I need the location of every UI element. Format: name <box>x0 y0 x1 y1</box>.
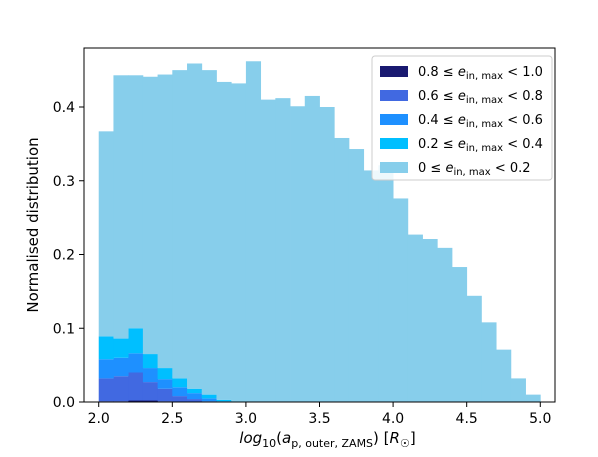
bar-s4-b0 <box>98 131 114 337</box>
bar-s1-b5 <box>172 396 188 402</box>
x-axis-title-sun: ☉ <box>400 437 410 450</box>
bar-s3-b7 <box>201 394 217 399</box>
legend-swatch-3 <box>380 138 408 149</box>
series-3 <box>98 328 247 402</box>
bar-s4-b1 <box>113 75 129 339</box>
bar-s3-b6 <box>187 388 203 394</box>
bar-s4-b28 <box>510 378 526 402</box>
bar-s4-b25 <box>466 295 482 402</box>
bar-s4-b22 <box>422 239 438 402</box>
legend-swatch-2 <box>380 114 408 125</box>
bar-s3-b8 <box>216 399 232 402</box>
bar-s4-b19 <box>378 165 394 402</box>
legend-box <box>371 55 553 181</box>
bar-s3-b4 <box>157 368 173 380</box>
bar-s4-b10 <box>245 61 262 403</box>
legend-items: 0.8 ≤ ein, max < 1.0 0.6 ≤ ein, max < 0.8… <box>380 65 543 178</box>
bar-s4-b3 <box>142 76 158 355</box>
bar-s4-b26 <box>481 322 497 402</box>
bar-s3-b3 <box>142 354 158 369</box>
bar-s2-b7 <box>201 398 217 402</box>
legend-swatch-0 <box>380 66 408 77</box>
bar-s4-b13 <box>290 106 306 402</box>
y-tick-label-1: 0.1 <box>53 321 75 337</box>
x-axis-title-open: ( <box>276 429 282 447</box>
bar-s2-b3 <box>142 368 158 383</box>
y-tick-label-2: 0.2 <box>53 248 75 264</box>
x-tick-label-6: 5.0 <box>529 411 551 427</box>
bar-s0-b3 <box>142 400 158 402</box>
bar-s1-b3 <box>142 382 158 401</box>
x-axis-title-sub: p, outer, ZAMS <box>291 437 373 450</box>
x-tick-label-1: 2.5 <box>161 411 183 427</box>
ticks-layer: 2.0 2.5 3.0 3.5 4.0 4.5 5.0 0.0 0.1 0.2 0.3 0.4 <box>53 100 552 427</box>
bar-s4-b29 <box>525 394 541 403</box>
bar-s2-b2 <box>128 353 144 373</box>
bar-s4-b6 <box>187 63 203 389</box>
x-axis-title-log: log <box>239 429 262 447</box>
bar-s4-b11 <box>260 99 276 403</box>
x-tick-label-2: 3.0 <box>235 411 257 427</box>
legend-label-1: 0.6 ≤ ein, max < 0.8 <box>418 89 543 106</box>
x-tick-label-3: 3.5 <box>308 411 330 427</box>
bar-s1-b2 <box>128 372 144 401</box>
x-tick-label-4: 4.0 <box>382 411 404 427</box>
x-axis-title-unit: R <box>390 429 400 447</box>
bar-s4-b21 <box>407 234 423 402</box>
bar-s4-b12 <box>275 98 291 403</box>
x-tick-label-5: 4.5 <box>456 411 478 427</box>
bar-s1-b1 <box>113 376 129 402</box>
y-axis-title: Normalised distribution <box>24 137 42 312</box>
bar-s4-b7 <box>201 70 217 395</box>
bar-s2-b0 <box>98 359 114 379</box>
legend-label-4: 0 ≤ ein, max < 0.2 <box>418 161 531 178</box>
bar-s4-b18 <box>363 170 379 402</box>
bar-s4-b4 <box>157 74 173 369</box>
legend-swatch-1 <box>380 90 408 101</box>
y-tick-label-3: 0.3 <box>53 174 75 190</box>
bar-s4-b9 <box>231 83 247 402</box>
y-tick-label-4: 0.4 <box>53 100 75 116</box>
bar-s3-b0 <box>98 336 114 360</box>
legend: 0.8 ≤ ein, max < 1.0 0.6 ≤ ein, max < 0.8… <box>371 55 553 181</box>
bar-s4-b2 <box>128 75 144 329</box>
legend-label-0: 0.8 ≤ ein, max < 1.0 <box>418 65 543 82</box>
bar-s4-b5 <box>172 70 188 379</box>
bar-s4-b8 <box>216 81 232 400</box>
bar-s0-b2 <box>128 400 144 402</box>
bar-s3-b2 <box>128 328 144 354</box>
x-axis-title: log10(ap, outer, ZAMS) [R☉] <box>239 429 415 450</box>
bar-s3-b1 <box>113 338 129 358</box>
bars-layer <box>98 61 541 403</box>
series-4 <box>98 61 541 403</box>
legend-swatch-4 <box>380 162 408 173</box>
bar-s4-b14 <box>304 95 320 402</box>
x-axis-title-end: ] <box>410 429 416 447</box>
legend-label-2: 0.4 ≤ ein, max < 0.6 <box>418 113 543 130</box>
x-axis-title-close: ) [ <box>373 429 389 447</box>
x-axis-title-base: 10 <box>262 437 276 450</box>
x-axis-title-var: a <box>282 429 291 447</box>
bar-s4-b20 <box>393 198 409 402</box>
series-2 <box>98 353 232 402</box>
bar-s4-b23 <box>437 247 453 402</box>
bar-s1-b0 <box>98 378 114 402</box>
y-tick-label-0: 0.0 <box>53 395 75 411</box>
bar-s4-b17 <box>348 149 365 402</box>
bar-s4-b24 <box>451 267 468 402</box>
bar-s2-b1 <box>113 357 129 377</box>
bar-s4-b27 <box>496 349 512 402</box>
bar-s1-b4 <box>157 388 173 402</box>
bar-s1-b6 <box>187 399 203 402</box>
bar-s2-b5 <box>172 387 188 397</box>
bar-s4-b16 <box>334 137 350 403</box>
bar-s2-b4 <box>157 379 173 389</box>
legend-label-3: 0.2 ≤ ein, max < 0.4 <box>418 137 543 154</box>
bar-s4-b15 <box>319 107 335 402</box>
bar-s3-b5 <box>172 378 188 388</box>
x-tick-label-0: 2.0 <box>88 411 110 427</box>
bar-s2-b6 <box>187 393 203 400</box>
